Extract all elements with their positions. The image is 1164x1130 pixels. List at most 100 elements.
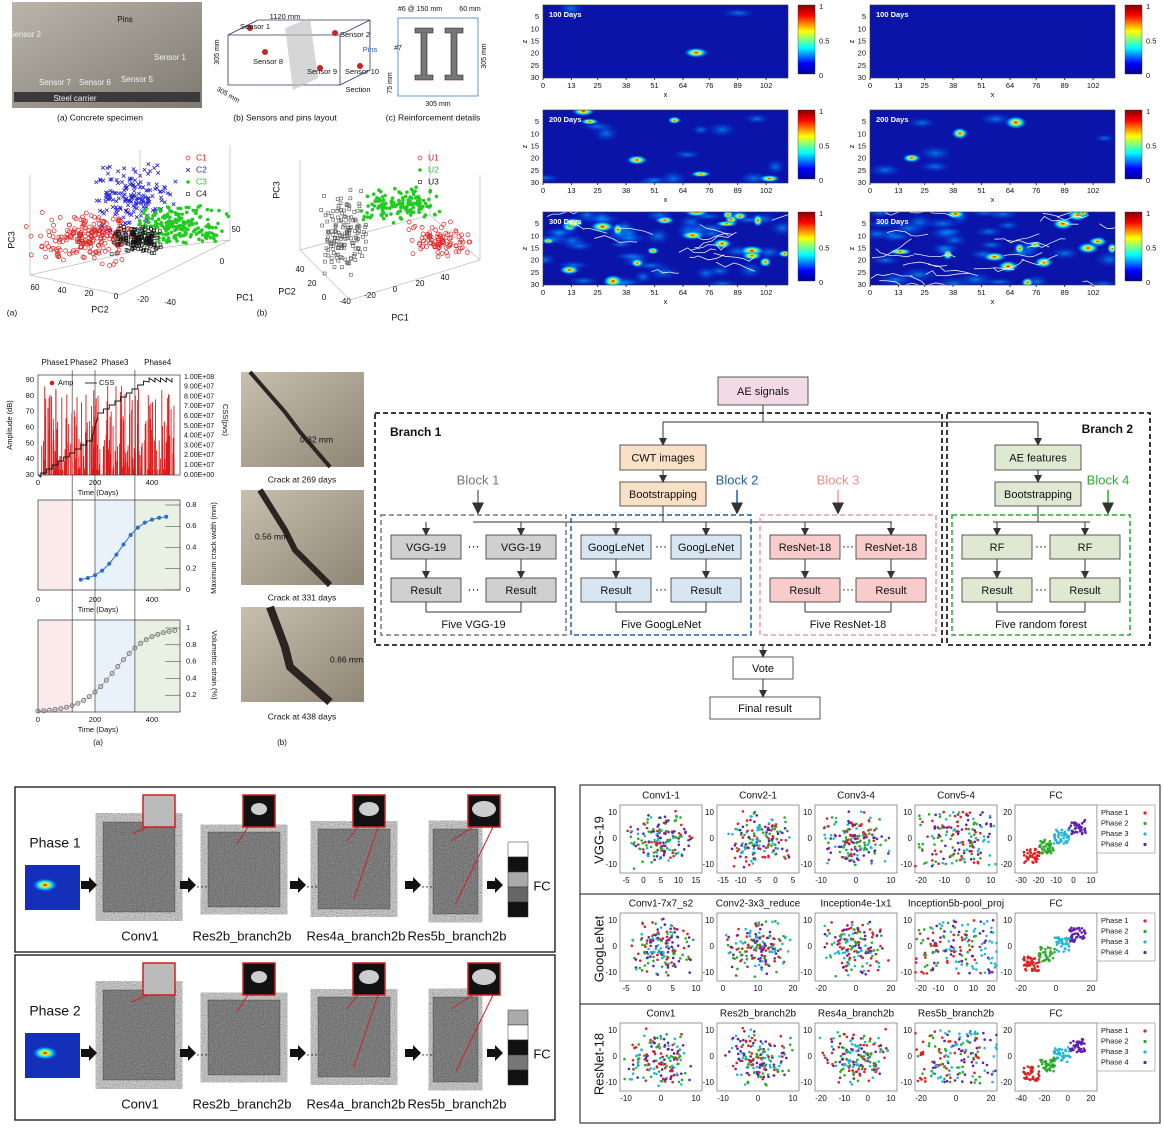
scatter-point: [847, 1069, 851, 1073]
scatter-point: [421, 238, 427, 244]
heat-spot: [590, 221, 615, 233]
scatter-point: [780, 1060, 783, 1063]
scatter-point: [830, 1045, 834, 1048]
scatter-point: [1059, 938, 1062, 942]
scatter-point: [646, 1068, 649, 1071]
flow-arrow: [487, 877, 503, 893]
tick-label: 0: [773, 876, 778, 885]
scatter-point: [1072, 1039, 1075, 1043]
scatter-point: [993, 966, 997, 969]
scatter-point: [688, 1078, 691, 1082]
scatter-point: [1060, 839, 1063, 843]
scatter-point: [837, 1081, 841, 1084]
tick-label: 1.00E+07: [184, 462, 214, 469]
scatter-point: [957, 930, 961, 934]
scatter-point: [165, 214, 169, 218]
scatter-point: [658, 816, 662, 820]
scatter-point: [44, 240, 50, 246]
line: [236, 994, 249, 1013]
scatter-point: [870, 941, 874, 944]
scatter-point: [116, 247, 122, 253]
scatter-point: [662, 954, 666, 958]
scatter-point: [649, 845, 653, 849]
scatter-point: [1028, 1078, 1032, 1082]
scatter-point: [751, 1044, 755, 1047]
scatter-point: [1051, 1063, 1054, 1067]
tick-label: 0.4: [186, 673, 196, 682]
tick-label: 0: [954, 984, 959, 993]
scatter-point: [933, 825, 937, 829]
scatter-point: [747, 1044, 750, 1048]
scatter-point: [1066, 1046, 1070, 1049]
line: [455, 826, 494, 905]
tick-label: 20: [1087, 984, 1096, 993]
legend-marker: [49, 380, 55, 386]
tick-label: 0.6: [186, 657, 196, 666]
tick-label: 102: [1087, 288, 1100, 297]
scatter-point: [357, 204, 362, 208]
scatter-point: [956, 1073, 960, 1076]
subplot-title: Res4a_branch2b: [818, 1009, 895, 1020]
tick-label: 51: [650, 81, 658, 90]
crack-trace: [927, 264, 978, 277]
scatter-point: [767, 946, 771, 950]
scatter-point: [854, 942, 858, 945]
node-label: GoogLeNet: [678, 542, 734, 554]
scatter-point: [990, 941, 994, 944]
scatter-point: [349, 225, 353, 230]
scatter-point: [1059, 1059, 1063, 1062]
axis-label: z: [847, 246, 856, 250]
scatter-point: [1033, 856, 1037, 859]
scatter-point: [935, 964, 938, 967]
scatter-point: [982, 835, 986, 838]
scatter-point: [157, 239, 161, 244]
scatter-point: [1072, 932, 1076, 936]
scatter-point: [1048, 959, 1051, 963]
tick-label: 20: [85, 289, 94, 298]
colorbar: [797, 211, 816, 282]
scatter-point: [71, 248, 76, 254]
scatter-point: [93, 249, 98, 255]
scatter-point: [850, 840, 853, 843]
scatter-point: [842, 1032, 846, 1036]
scatter-point: [941, 921, 945, 924]
scatter-point: [833, 823, 836, 826]
scatter-point: [150, 234, 155, 239]
scatter-point: [949, 930, 953, 934]
scatter-point: [974, 934, 978, 938]
tick-label: 0: [1071, 876, 1076, 885]
scatter-point: [156, 170, 161, 175]
layer-label: Res2b_branch2b: [192, 1096, 291, 1111]
scatter-point: [854, 1060, 858, 1064]
heat-spot: [647, 264, 679, 281]
scatter-point: [757, 957, 760, 961]
scatter-point: [931, 939, 935, 942]
scatter-point: [927, 1044, 931, 1048]
scatter-point: [865, 1044, 869, 1047]
scatter-point: [641, 841, 645, 845]
scatter-point: [953, 827, 957, 831]
scatter-point: [1068, 828, 1071, 832]
scatter-point: [1068, 1055, 1072, 1059]
scatter-point: [760, 923, 764, 927]
scatter-point: [864, 944, 867, 947]
tick-label: 15: [531, 141, 539, 150]
crack: [248, 370, 332, 469]
scatter-point: [836, 939, 840, 943]
scatter-point: [332, 251, 336, 255]
scatter-point: [876, 968, 880, 972]
tick-label: 5.00E+07: [184, 423, 214, 430]
scatter-point: [774, 825, 778, 828]
scatter-point: [838, 834, 842, 838]
scatter-point: [868, 920, 872, 924]
scatter-point: [1034, 848, 1037, 851]
scatter-point: [214, 225, 218, 230]
block-summary: Five GoogLeNet: [621, 619, 701, 631]
scatter-point: [860, 1067, 864, 1071]
branch-label: Branch 1: [390, 425, 442, 439]
scatter-point: [1035, 969, 1039, 973]
scatter-point: [130, 231, 135, 235]
scatter-point: [877, 1044, 881, 1048]
scatter-point: [847, 934, 851, 937]
tick-label: 40: [26, 454, 34, 463]
